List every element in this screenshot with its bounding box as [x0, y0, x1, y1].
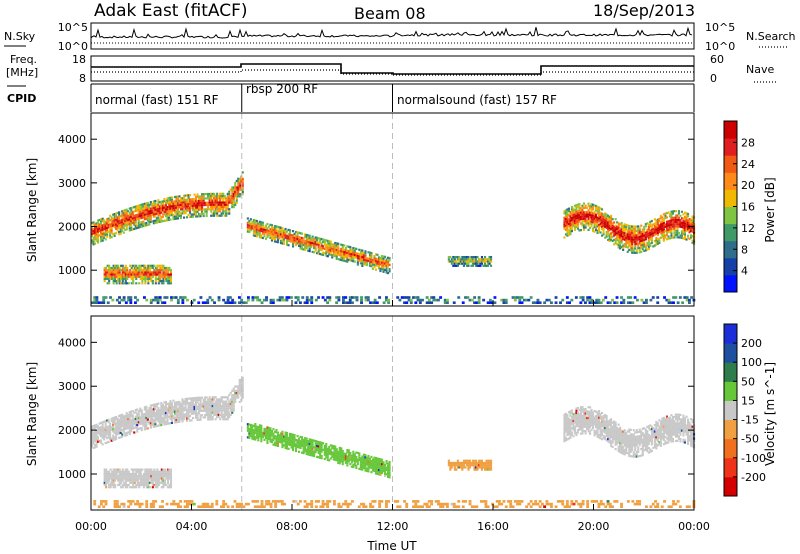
velocity-colorbar-swatch-2	[724, 457, 737, 478]
power-colorbar-swatch-2	[724, 257, 737, 276]
nsearch-tick-bottom: 10^0	[705, 40, 735, 53]
velocity-colorbar: 200 100 50 15 -15 -50 -100 -200	[723, 323, 766, 497]
power-colorbar-swatch-1	[724, 274, 737, 293]
velocity-region-2	[103, 468, 173, 489]
nsky-tick-bottom: 10^0	[58, 40, 88, 53]
power-colorbar-swatch-6	[724, 189, 737, 207]
power-region-3	[246, 217, 391, 275]
power-colorbar-swatch-8	[724, 155, 737, 173]
xtick-label-7: 00:00	[678, 520, 710, 533]
velocity-cbar-label: Velocity [m s^-1]	[763, 362, 777, 466]
velocity-colorbar-frame	[723, 323, 738, 497]
power-colorbar-swatch-4	[724, 223, 737, 242]
power-region-6	[91, 296, 696, 304]
nsky-panel: N.Sky 10^5 10^0 10^5 10^0 N.Search	[4, 21, 796, 53]
nsky-trace	[90, 26, 693, 39]
power-colorbar-label-5: 12	[741, 222, 755, 235]
xtick-label-5: 16:00	[477, 520, 509, 533]
nsearch-label: N.Search	[746, 30, 796, 43]
power-region-2	[103, 264, 173, 285]
velocity-colorbar-label-1: 200	[741, 337, 762, 350]
beam-title: Beam 08	[354, 4, 426, 23]
velocity-colorbar-swatch-5	[724, 400, 737, 421]
power-colorbar-swatch-9	[724, 138, 737, 156]
velocity-region-1	[91, 376, 244, 449]
xtick-label-2: 04:00	[176, 520, 208, 533]
freq-label-line2: [MHz]	[6, 66, 38, 79]
freq-tick-bottom: 8	[79, 72, 86, 85]
power-ytick-label-3: 3000	[58, 177, 86, 190]
power-colorbar-label-3: 20	[741, 179, 755, 192]
nave-trace	[91, 69, 694, 76]
velocity-ytick-label-2: 2000	[58, 424, 86, 437]
power-ytick-label-1: 1000	[58, 264, 86, 277]
xtick-label-6: 20:00	[578, 520, 610, 533]
xaxis-label: Time UT	[366, 539, 417, 553]
nave-tick-bottom: 0	[710, 72, 717, 85]
velocity-colorbar-label-4: 15	[741, 394, 755, 407]
power-colorbar-label-4: 16	[741, 201, 755, 214]
velocity-colorbar-label-8: -200	[741, 471, 766, 484]
power-colorbar-label-2: 24	[741, 158, 755, 171]
freq-trace	[91, 63, 694, 75]
power-ylabel: Slant Range [km]	[25, 158, 39, 262]
power-colorbar-swatch-3	[724, 240, 737, 259]
velocity-heatmap	[91, 316, 696, 510]
velocity-region-4	[447, 459, 493, 471]
cpid-segment-3: normalsound (fast) 157 RF	[397, 93, 557, 107]
nsearch-tick-top: 10^5	[705, 21, 735, 34]
power-ytick-label-4: 4000	[58, 133, 86, 146]
nsky-label: N.Sky	[4, 30, 36, 43]
cpid-label: CPID	[7, 92, 36, 105]
velocity-colorbar-label-6: -50	[741, 433, 759, 446]
cpid-panel: CPID normal (fast) 151 RF rbsp 200 RF no…	[7, 82, 695, 112]
power-region-5	[563, 202, 696, 254]
power-colorbar-swatch-7	[724, 172, 737, 190]
power-cbar-label: Power [dB]	[763, 177, 777, 242]
velocity-colorbar-label-5: -15	[741, 414, 759, 427]
power-colorbar-label-6: 8	[741, 243, 748, 256]
power-colorbar-label-7: 4	[741, 265, 748, 278]
velocity-region-5	[563, 406, 696, 458]
velocity-region-3	[246, 423, 391, 479]
power-ytick-label-2: 2000	[58, 221, 86, 234]
velocity-ytick-label-4: 4000	[58, 336, 86, 349]
power-colorbar-swatch-10	[724, 121, 737, 139]
velocity-ytick-label-3: 3000	[58, 380, 86, 393]
freq-tick-top: 18	[72, 53, 86, 66]
nsky-tick-top: 10^5	[58, 21, 88, 34]
velocity-region-6	[93, 500, 696, 508]
power-region-4	[447, 256, 493, 267]
velocity-colorbar-swatch-3	[724, 438, 737, 459]
velocity-ytick-label-1: 1000	[58, 468, 86, 481]
freq-panel: Freq. [MHz] 18 8 60 0 Nave	[6, 53, 776, 85]
xtick-label-3: 08:00	[276, 520, 308, 533]
nave-label: Nave	[746, 63, 774, 76]
velocity-colorbar-swatch-1	[724, 476, 737, 497]
velocity-colorbar-label-3: 50	[741, 375, 755, 388]
velocity-colorbar-swatch-7	[724, 362, 737, 382]
velocity-colorbar-label-2: 100	[741, 356, 762, 369]
velocity-colorbar-swatch-4	[724, 419, 737, 440]
freq-label-line1: Freq.	[10, 53, 37, 66]
velocity-colorbar-swatch-9	[724, 324, 737, 344]
velocity-colorbar-swatch-6	[724, 381, 737, 401]
xtick-label-4: 12:00	[377, 520, 409, 533]
velocity-colorbar-label-7: -100	[741, 452, 766, 465]
power-colorbar: 28 24 20 16 12 8 4	[723, 120, 755, 293]
velocity-ylabel: Slant Range [km]	[25, 362, 39, 466]
station-title: Adak East (fitACF)	[94, 1, 248, 21]
power-colorbar-label-1: 28	[741, 136, 755, 149]
velocity-panel: 1000 2000 3000 4000 Slant Range [km] 200 100…	[25, 315, 777, 511]
date-title: 18/Sep/2013	[593, 1, 695, 20]
power-colorbar-swatch-5	[724, 206, 737, 225]
velocity-colorbar-swatch-8	[724, 343, 737, 363]
power-panel: 1000 2000 3000 4000 Slant Range [km] 28 24 20…	[25, 112, 777, 307]
cpid-segment-1: normal (fast) 151 RF	[95, 93, 219, 107]
cpid-segment-2: rbsp 200 RF	[246, 82, 318, 96]
xtick-label-1: 00:00	[75, 520, 107, 533]
time-axis: 00:00 04:00 08:00 12:00 16:00 20:00 00:00	[75, 300, 710, 533]
nave-tick-top: 60	[710, 53, 724, 66]
